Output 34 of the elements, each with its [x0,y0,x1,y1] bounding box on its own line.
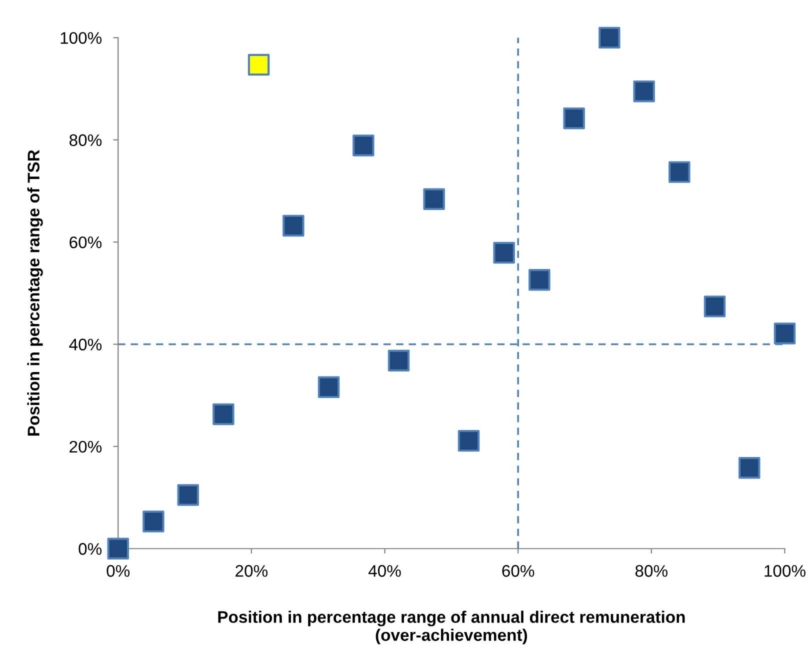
x-tick-label: 80% [635,565,668,577]
y-axis-title: Position in percentage range of TSR [27,150,43,436]
point [774,322,796,344]
point [704,296,726,318]
point [493,242,515,264]
point [598,26,620,49]
y-tick-label: 0% [78,543,102,555]
point [633,80,655,102]
point [528,269,550,291]
point [738,457,760,479]
x-axis-title: Position in percentage range of annual direct remuneration (over-achievement) [218,610,685,644]
point [248,54,270,76]
point [388,350,410,372]
point [177,484,199,506]
y-tick-label: 40% [69,338,102,350]
x-tick-label: 40% [368,565,401,577]
y-tick-label: 60% [70,236,102,248]
y-tick-label: 20% [70,440,102,453]
point [107,538,129,560]
point [352,134,374,156]
y-tick-label: 100% [60,32,102,44]
point [282,214,304,237]
point [458,430,480,452]
point [318,376,340,398]
x-tick-label: 20% [236,565,268,577]
point [142,510,164,532]
x-tick-label: 100% [764,565,806,577]
point [423,188,445,210]
point [212,403,234,426]
x-tick-label: 60% [502,565,534,577]
point [668,161,690,183]
point [563,108,585,130]
y-tick-label: 80% [70,134,102,146]
x-tick-label: 0% [106,565,130,577]
